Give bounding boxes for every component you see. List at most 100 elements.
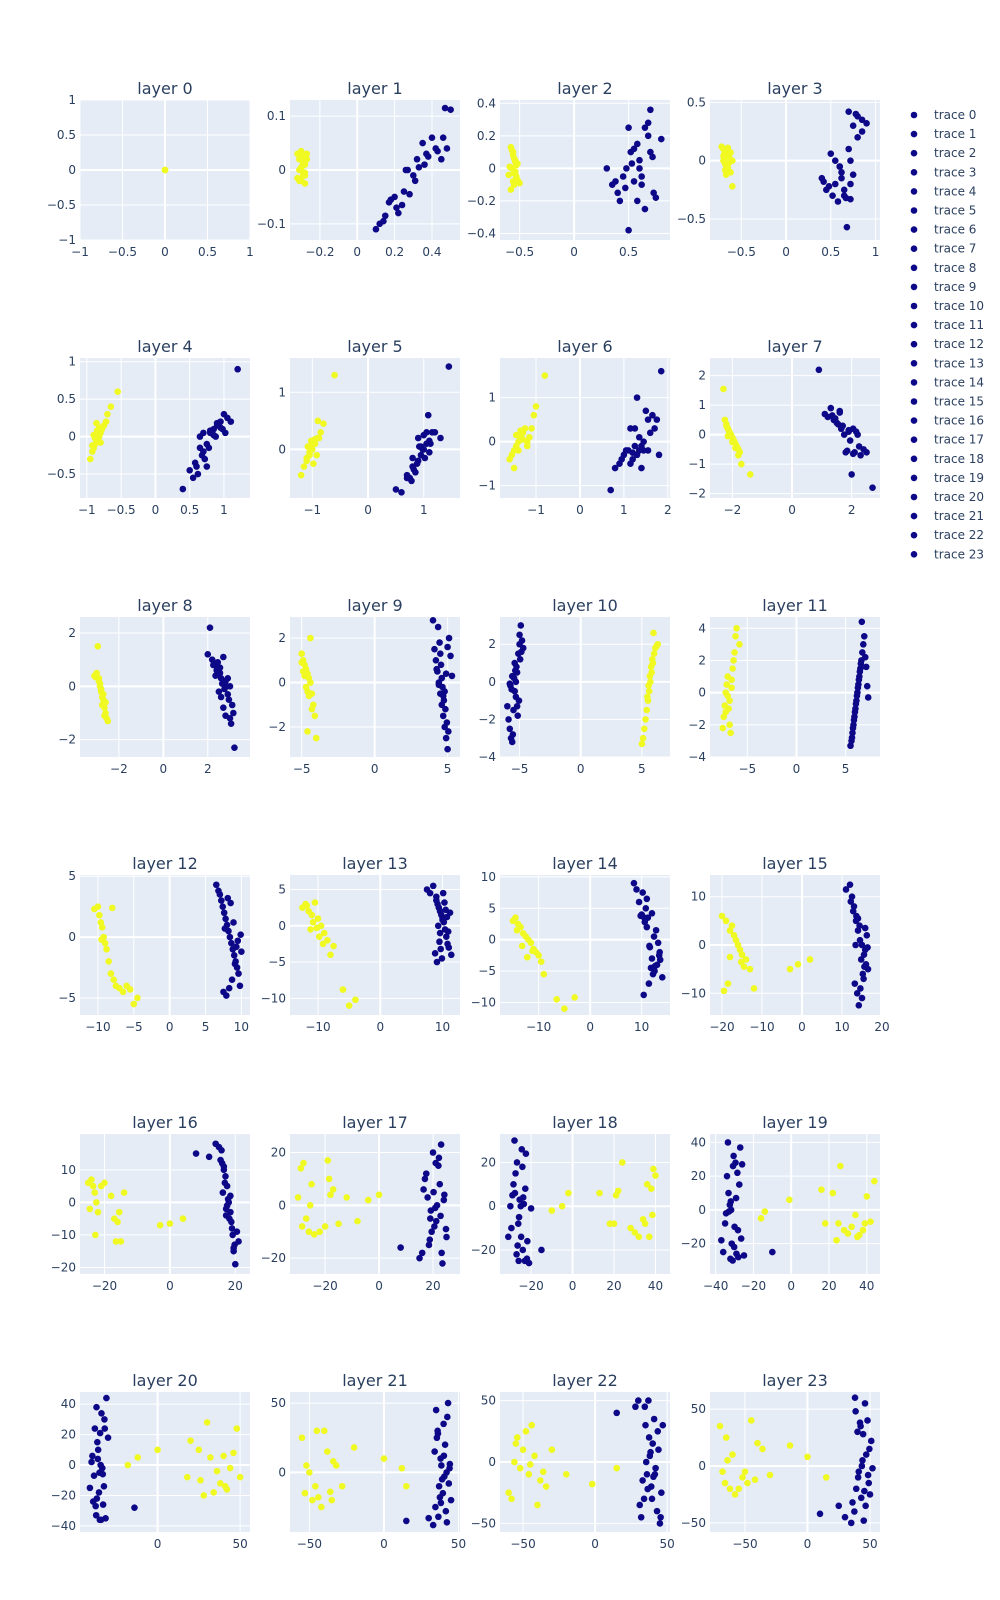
x-tick-label: −5 bbox=[738, 762, 756, 776]
x-tick-label: 1 bbox=[872, 245, 880, 259]
point-class-b bbox=[734, 1169, 741, 1176]
point-class-a bbox=[717, 1423, 724, 1430]
point-class-a bbox=[524, 954, 531, 961]
subplot-title: layer 7 bbox=[767, 337, 822, 356]
point-class-b bbox=[849, 1499, 856, 1506]
legend-item[interactable]: trace 0 bbox=[911, 108, 977, 122]
point-class-b bbox=[446, 363, 453, 370]
point-class-a bbox=[833, 1237, 840, 1244]
point-class-b bbox=[847, 437, 854, 444]
legend-item[interactable]: trace 1 bbox=[911, 127, 977, 141]
point-class-b bbox=[646, 1434, 653, 1441]
legend-item[interactable]: trace 11 bbox=[911, 318, 984, 332]
subplot-layer-6: −1 0 1 2−101layer 6 bbox=[478, 337, 671, 517]
legend-item[interactable]: trace 4 bbox=[911, 184, 977, 198]
x-tick-label: 50 bbox=[659, 1537, 674, 1551]
legend-item[interactable]: trace 16 bbox=[911, 414, 984, 428]
point-class-b bbox=[224, 675, 231, 682]
point-class-b bbox=[827, 405, 834, 412]
point-class-b bbox=[444, 746, 451, 753]
point-class-a bbox=[643, 707, 650, 714]
point-class-b bbox=[93, 1404, 100, 1411]
point-class-b bbox=[850, 122, 857, 129]
point-class-b bbox=[848, 898, 855, 905]
point-class-a bbox=[298, 156, 305, 163]
legend-item[interactable]: trace 13 bbox=[911, 356, 984, 370]
legend-item[interactable]: trace 14 bbox=[911, 375, 984, 389]
x-tick-label: 0 bbox=[152, 503, 160, 517]
legend-label: trace 18 bbox=[934, 452, 984, 466]
legend-item[interactable]: trace 8 bbox=[911, 261, 977, 275]
point-class-b bbox=[505, 1234, 512, 1241]
point-class-b bbox=[437, 1213, 444, 1220]
point-class-a bbox=[154, 1447, 161, 1454]
point-class-a bbox=[95, 1209, 102, 1216]
x-tick-label: −1 bbox=[78, 503, 96, 517]
point-class-b bbox=[423, 429, 430, 436]
point-class-a bbox=[514, 1434, 521, 1441]
legend-item[interactable]: trace 21 bbox=[911, 509, 984, 523]
y-tick-label: 0.5 bbox=[57, 392, 76, 406]
point-class-b bbox=[718, 1237, 725, 1244]
point-class-b bbox=[657, 1520, 664, 1527]
point-class-b bbox=[438, 1462, 445, 1469]
point-class-a bbox=[724, 1457, 731, 1464]
point-class-a bbox=[535, 952, 542, 959]
x-tick-label: 40 bbox=[648, 1279, 663, 1293]
legend-label: trace 2 bbox=[934, 146, 976, 160]
point-class-b bbox=[731, 1244, 738, 1251]
point-class-b bbox=[651, 933, 658, 940]
legend-item[interactable]: trace 10 bbox=[911, 299, 984, 313]
point-class-b bbox=[617, 198, 624, 205]
y-tick-label: 0 bbox=[278, 1465, 286, 1479]
point-class-a bbox=[721, 988, 728, 995]
point-class-b bbox=[388, 196, 395, 203]
point-class-b bbox=[649, 910, 656, 917]
y-tick-label: 0 bbox=[488, 1199, 496, 1213]
point-class-b bbox=[728, 1207, 735, 1214]
point-class-b bbox=[210, 432, 217, 439]
legend-item[interactable]: trace 22 bbox=[911, 528, 984, 542]
y-tick-label: 5 bbox=[278, 883, 286, 897]
x-tick-label: −5 bbox=[511, 762, 529, 776]
x-tick-label: 0 bbox=[353, 245, 361, 259]
y-tick-label: 0 bbox=[278, 163, 286, 177]
legend-item[interactable]: trace 6 bbox=[911, 223, 977, 237]
legend-item[interactable]: trace 23 bbox=[911, 547, 984, 561]
subplot-title: layer 14 bbox=[552, 854, 618, 873]
legend-item[interactable]: trace 20 bbox=[911, 490, 984, 504]
point-class-b bbox=[645, 133, 652, 140]
point-class-a bbox=[220, 1453, 227, 1460]
point-class-b bbox=[855, 1468, 862, 1475]
legend-item[interactable]: trace 18 bbox=[911, 452, 984, 466]
legend-item[interactable]: trace 5 bbox=[911, 204, 977, 218]
point-class-b bbox=[635, 1397, 642, 1404]
point-class-b bbox=[864, 944, 871, 951]
subplot-layer-8: −2 0 2−202layer 8 bbox=[58, 596, 250, 776]
y-tick-label: −2 bbox=[268, 720, 286, 734]
x-tick-label: 0 bbox=[166, 1020, 174, 1034]
point-class-a bbox=[725, 980, 732, 987]
legend-item[interactable]: trace 17 bbox=[911, 433, 984, 447]
point-class-a bbox=[134, 995, 141, 1002]
y-tick-label: 2 bbox=[488, 637, 496, 651]
point-class-a bbox=[99, 924, 106, 931]
x-tick-label: 0.5 bbox=[198, 245, 217, 259]
legend-item[interactable]: trace 3 bbox=[911, 165, 977, 179]
point-class-b bbox=[435, 922, 442, 929]
point-class-a bbox=[719, 725, 726, 732]
point-class-a bbox=[738, 461, 745, 468]
point-class-a bbox=[731, 649, 738, 656]
y-tick-label: 40 bbox=[61, 1397, 76, 1411]
legend-item[interactable]: trace 12 bbox=[911, 337, 984, 351]
legend-item[interactable]: trace 19 bbox=[911, 471, 984, 485]
point-class-a bbox=[754, 1440, 761, 1447]
y-tick-label: 0 bbox=[698, 1459, 706, 1473]
legend-item[interactable]: trace 15 bbox=[911, 395, 984, 409]
point-class-b bbox=[867, 1491, 874, 1498]
point-class-b bbox=[607, 487, 614, 494]
legend-item[interactable]: trace 7 bbox=[911, 242, 977, 256]
point-class-b bbox=[232, 1261, 239, 1268]
legend-item[interactable]: trace 9 bbox=[911, 280, 977, 294]
legend-item[interactable]: trace 2 bbox=[911, 146, 977, 160]
